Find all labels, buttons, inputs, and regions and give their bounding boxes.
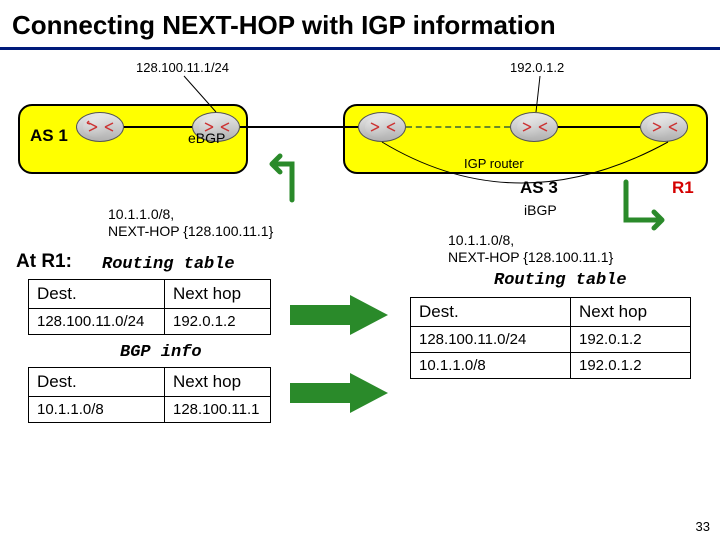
th: Next hop (571, 298, 691, 327)
arrow-icon (618, 176, 672, 232)
th: Dest. (29, 368, 165, 397)
td: 192.0.1.2 (571, 353, 691, 379)
td: 192.0.1.2 (165, 309, 271, 335)
page-title: Connecting NEXT-HOP with IGP information (0, 0, 720, 47)
left-routing-table: Dest.Next hop 128.100.11.0/24192.0.1.2 (28, 279, 271, 335)
ebgp-label: eBGP (188, 130, 225, 146)
network-diagram: 128.100.11.1/24 192.0.1.2 AS 1 AS 3 R1 e… (0, 54, 720, 249)
at-r1-label: At R1: (16, 251, 72, 273)
arrow-icon (256, 150, 300, 206)
td: 10.1.1.0/8 (29, 397, 165, 423)
routing-table-title-right: Routing table (494, 271, 627, 290)
td: 192.0.1.2 (571, 327, 691, 353)
right-routing-table: Dest.Next hop 128.100.11.0/24192.0.1.2 1… (410, 297, 691, 379)
arrow-icon (290, 295, 390, 335)
routing-table-title-left: Routing table (102, 255, 235, 274)
td: 128.100.11.1 (165, 397, 271, 423)
adv-left: 10.1.1.0/8, NEXT-HOP {128.100.11.1} (108, 206, 273, 240)
th: Next hop (165, 368, 271, 397)
left-bgp-table: Dest.Next hop 10.1.1.0/8128.100.11.1 (28, 367, 271, 423)
arrow-icon (290, 373, 390, 413)
td: 10.1.1.0/8 (411, 353, 571, 379)
bgp-info-title: BGP info (120, 343, 202, 362)
tables-area: At R1: Routing table Dest.Next hop 128.1… (0, 249, 720, 509)
page-number: 33 (696, 519, 710, 534)
th: Dest. (29, 280, 165, 309)
td: 128.100.11.0/24 (411, 327, 571, 353)
th: Next hop (165, 280, 271, 309)
th: Dest. (411, 298, 571, 327)
td: 128.100.11.0/24 (29, 309, 165, 335)
title-underline (0, 47, 720, 50)
